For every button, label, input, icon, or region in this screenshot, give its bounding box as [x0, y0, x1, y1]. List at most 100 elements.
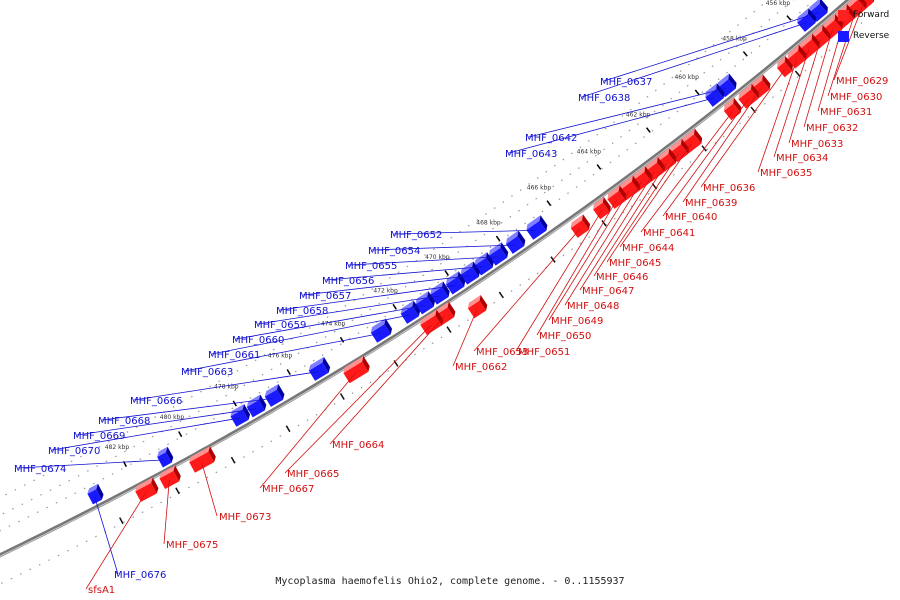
tick-label: 476 kbp [268, 352, 293, 359]
leader-line [662, 98, 749, 217]
tick-label: 462 kbp [626, 112, 651, 119]
forward-gene-label: MHF_0629 [836, 76, 888, 87]
leader-line [564, 181, 643, 306]
minor-tick [498, 291, 504, 299]
forward-gene [593, 196, 611, 220]
reverse-swatch [838, 30, 849, 42]
leader-line [235, 305, 425, 340]
forward-gene [787, 44, 807, 69]
leader-line [682, 88, 761, 203]
forward-gene-label: MHF_0650 [539, 331, 591, 342]
leader-line [279, 285, 456, 311]
reverse-gene-label: MHF_0660 [232, 335, 284, 346]
leader-line [452, 309, 478, 367]
forward-gene-label: MHF_0667 [262, 484, 314, 495]
leader-line [284, 324, 432, 474]
legend: Forward Reverse [838, 8, 889, 50]
tick-label: 474 kbp [321, 320, 346, 327]
tick-mark [742, 51, 748, 57]
tick-label: 456 kbp [766, 0, 791, 7]
minor-tick [230, 456, 236, 464]
reverse-gene-label: MHF_0674 [14, 464, 66, 475]
minor-tick [446, 326, 452, 333]
minor-tick [794, 70, 801, 77]
forward-gene [467, 294, 488, 319]
leader-line [325, 266, 484, 281]
tick-label: 472 kbp [373, 288, 398, 295]
leader-line [640, 111, 733, 233]
gene-labels: MHF_0637MHF_0638MHF_0642MHF_0643MHF_0652… [14, 2, 888, 596]
minor-tick [393, 360, 399, 367]
map-caption: Mycoplasma haemofelis Ohio2, complete ge… [275, 576, 625, 587]
forward-gene-label: MHF_0673 [219, 512, 271, 523]
leader-line [51, 417, 240, 451]
leader-line [101, 397, 274, 421]
minor-tick [601, 220, 607, 227]
leader-line [515, 210, 602, 352]
leader-line [94, 496, 119, 575]
reverse-gene [526, 215, 548, 240]
leader-line [348, 256, 499, 266]
tick-mark [786, 15, 792, 21]
reverse-gene-label: MHF_0652 [390, 230, 442, 241]
reverse-gene-label: MHF_0669 [73, 431, 125, 442]
forward-gene-label: MHF_0649 [551, 316, 603, 327]
tick-label: 466 kbp [527, 184, 552, 191]
forward-gene-label: MHF_0653 [476, 347, 528, 358]
dotted-track-1 [0, 0, 816, 532]
legend-label-reverse: Reverse [853, 31, 890, 41]
leader-line [788, 39, 821, 144]
minor-tick [175, 487, 180, 495]
forward-gene-label: MHF_0646 [596, 272, 648, 283]
tick-mark [645, 127, 651, 133]
forward-gene-label: MHF_0641 [643, 228, 695, 239]
leader-line [17, 459, 165, 469]
tick-label: 464 kbp [577, 148, 602, 155]
minor-tick [339, 393, 345, 400]
tick-mark [495, 235, 501, 242]
tick-mark [286, 369, 291, 376]
legend-item-reverse: Reverse [838, 29, 889, 43]
leader-line [579, 171, 655, 291]
reverse-gene-label: MHF_0659 [254, 320, 306, 331]
forward-gene-label: sfsA1 [88, 585, 115, 596]
reverse-gene [87, 483, 104, 505]
forward-gene-label: MHF_0639 [685, 198, 737, 209]
forward-gene-label: MHF_0647 [582, 286, 634, 297]
tick-label: 482 kbp [105, 444, 130, 451]
leader-line [259, 372, 357, 489]
forward-gene-label: MHF_0630 [830, 92, 882, 103]
leader-line [803, 29, 833, 128]
forward-gene [189, 446, 216, 473]
leader-line [508, 97, 715, 154]
forward-gene [135, 477, 159, 502]
forward-gene-label: MHF_0645 [609, 258, 661, 269]
tick-mark [178, 431, 183, 438]
forward-gene-label: MHF_0636 [703, 183, 755, 194]
reverse-gene-label: MHF_0663 [181, 367, 233, 378]
leader-line [302, 275, 470, 296]
tick-mark [546, 200, 552, 207]
leader-line [757, 59, 798, 173]
forward-gene-label: MHF_0632 [806, 123, 858, 134]
leader-line [393, 229, 537, 235]
leader-line [606, 153, 680, 263]
forward-gene-label: MHF_0640 [665, 212, 717, 223]
reverse-gene-label: MHF_0655 [345, 261, 397, 272]
leader-line [773, 49, 810, 158]
reverse-gene [400, 300, 421, 324]
forward-gene [159, 465, 181, 489]
forward-gene-label: MHF_0635 [760, 168, 812, 179]
tick-mark [339, 336, 345, 343]
reverse-gene-label: MHF_0661 [208, 350, 260, 361]
reverse-gene-label: MHF_0668 [98, 416, 150, 427]
leader-line [548, 190, 630, 321]
leader-line [184, 333, 381, 372]
forward-gene-label: MHF_0631 [820, 107, 872, 118]
tick-mark [392, 303, 397, 310]
minor-tick [119, 517, 124, 525]
forward-gene-label: MHF_0665 [287, 469, 339, 480]
leader-line [371, 244, 516, 251]
leader-line [76, 408, 256, 436]
